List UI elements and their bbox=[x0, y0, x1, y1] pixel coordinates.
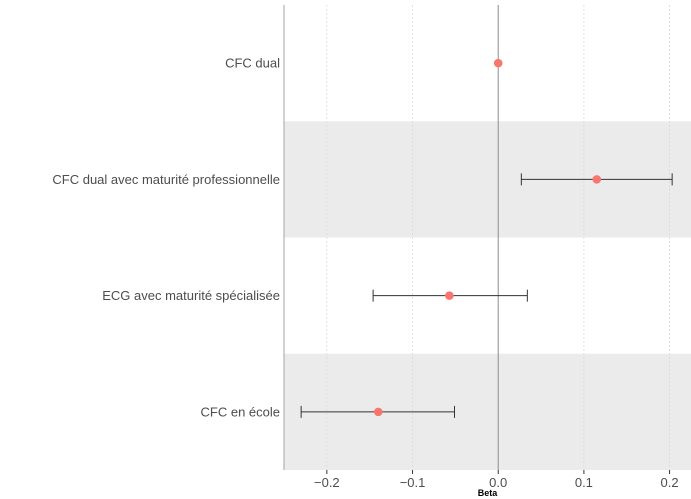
x-tick-label: 0.1 bbox=[575, 475, 593, 490]
x-tick-label: 0.2 bbox=[661, 475, 679, 490]
x-tick-label: −0.2 bbox=[314, 475, 340, 490]
category-label: ECG avec maturité spécialisée bbox=[102, 288, 280, 303]
category-label: CFC en école bbox=[201, 404, 280, 419]
x-tick-label: −0.1 bbox=[400, 475, 426, 490]
estimate-point bbox=[592, 175, 602, 184]
estimate-point bbox=[373, 407, 383, 417]
category-label: CFC dual bbox=[225, 56, 280, 71]
x-axis-title: Beta bbox=[478, 488, 499, 498]
x-tick-label: 0.0 bbox=[489, 475, 507, 490]
estimate-point bbox=[493, 58, 503, 68]
estimate-point bbox=[445, 291, 454, 300]
category-label: CFC dual avec maturité professionnelle bbox=[52, 172, 280, 187]
